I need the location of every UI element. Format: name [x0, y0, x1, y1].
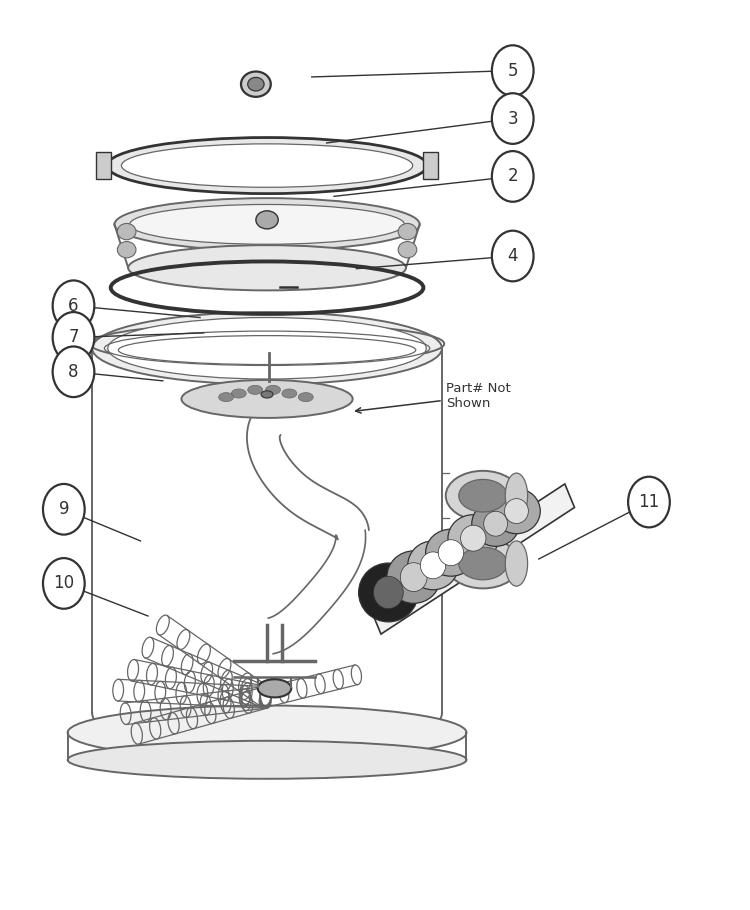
Ellipse shape [182, 380, 352, 418]
Ellipse shape [446, 470, 520, 521]
Text: 2: 2 [508, 167, 518, 186]
Ellipse shape [107, 137, 427, 194]
Ellipse shape [460, 525, 486, 551]
Ellipse shape [128, 245, 406, 290]
Bar [96, 152, 111, 179]
Text: 7: 7 [68, 329, 79, 347]
Circle shape [492, 151, 533, 202]
Text: 8: 8 [68, 363, 79, 380]
Text: 9: 9 [58, 501, 69, 519]
Ellipse shape [400, 562, 427, 592]
Ellipse shape [398, 241, 417, 258]
Ellipse shape [117, 224, 136, 239]
Ellipse shape [231, 389, 246, 398]
Bar [423, 152, 438, 179]
Ellipse shape [398, 224, 417, 239]
Circle shape [492, 46, 533, 96]
Ellipse shape [459, 547, 507, 580]
Ellipse shape [256, 211, 278, 229]
Circle shape [43, 484, 85, 534]
Ellipse shape [68, 705, 466, 760]
Circle shape [53, 280, 94, 331]
Circle shape [628, 477, 670, 528]
Ellipse shape [266, 385, 280, 394]
Ellipse shape [68, 741, 466, 779]
Text: Part# Not
Shown: Part# Not Shown [356, 382, 511, 413]
Ellipse shape [421, 551, 446, 579]
Ellipse shape [258, 679, 291, 697]
Ellipse shape [92, 312, 442, 384]
Ellipse shape [298, 392, 314, 401]
Ellipse shape [358, 563, 419, 622]
Text: 10: 10 [53, 574, 74, 592]
Ellipse shape [219, 392, 233, 401]
Ellipse shape [408, 541, 458, 590]
Circle shape [492, 93, 533, 144]
Text: 3: 3 [508, 109, 518, 127]
Circle shape [53, 347, 94, 397]
Text: 4: 4 [508, 247, 518, 265]
Circle shape [492, 231, 533, 281]
Ellipse shape [484, 511, 508, 536]
Ellipse shape [374, 576, 404, 609]
Ellipse shape [241, 72, 271, 96]
Ellipse shape [282, 389, 297, 398]
Ellipse shape [387, 551, 440, 603]
Text: 11: 11 [638, 493, 659, 511]
Ellipse shape [117, 241, 136, 258]
Ellipse shape [438, 540, 464, 566]
Ellipse shape [122, 144, 412, 187]
Ellipse shape [446, 539, 520, 589]
Ellipse shape [493, 489, 540, 533]
Circle shape [53, 312, 94, 363]
Text: 5: 5 [508, 62, 518, 79]
Ellipse shape [459, 480, 507, 512]
Circle shape [43, 558, 85, 609]
Ellipse shape [505, 499, 528, 523]
Polygon shape [371, 484, 574, 634]
Ellipse shape [448, 515, 499, 561]
Ellipse shape [108, 318, 426, 379]
Ellipse shape [248, 77, 264, 91]
Ellipse shape [425, 529, 476, 576]
Ellipse shape [506, 473, 527, 519]
Ellipse shape [261, 390, 273, 398]
Ellipse shape [472, 501, 520, 546]
Ellipse shape [130, 205, 404, 244]
Ellipse shape [115, 198, 420, 250]
Ellipse shape [506, 541, 527, 586]
Text: 6: 6 [68, 297, 79, 315]
Ellipse shape [248, 385, 262, 394]
